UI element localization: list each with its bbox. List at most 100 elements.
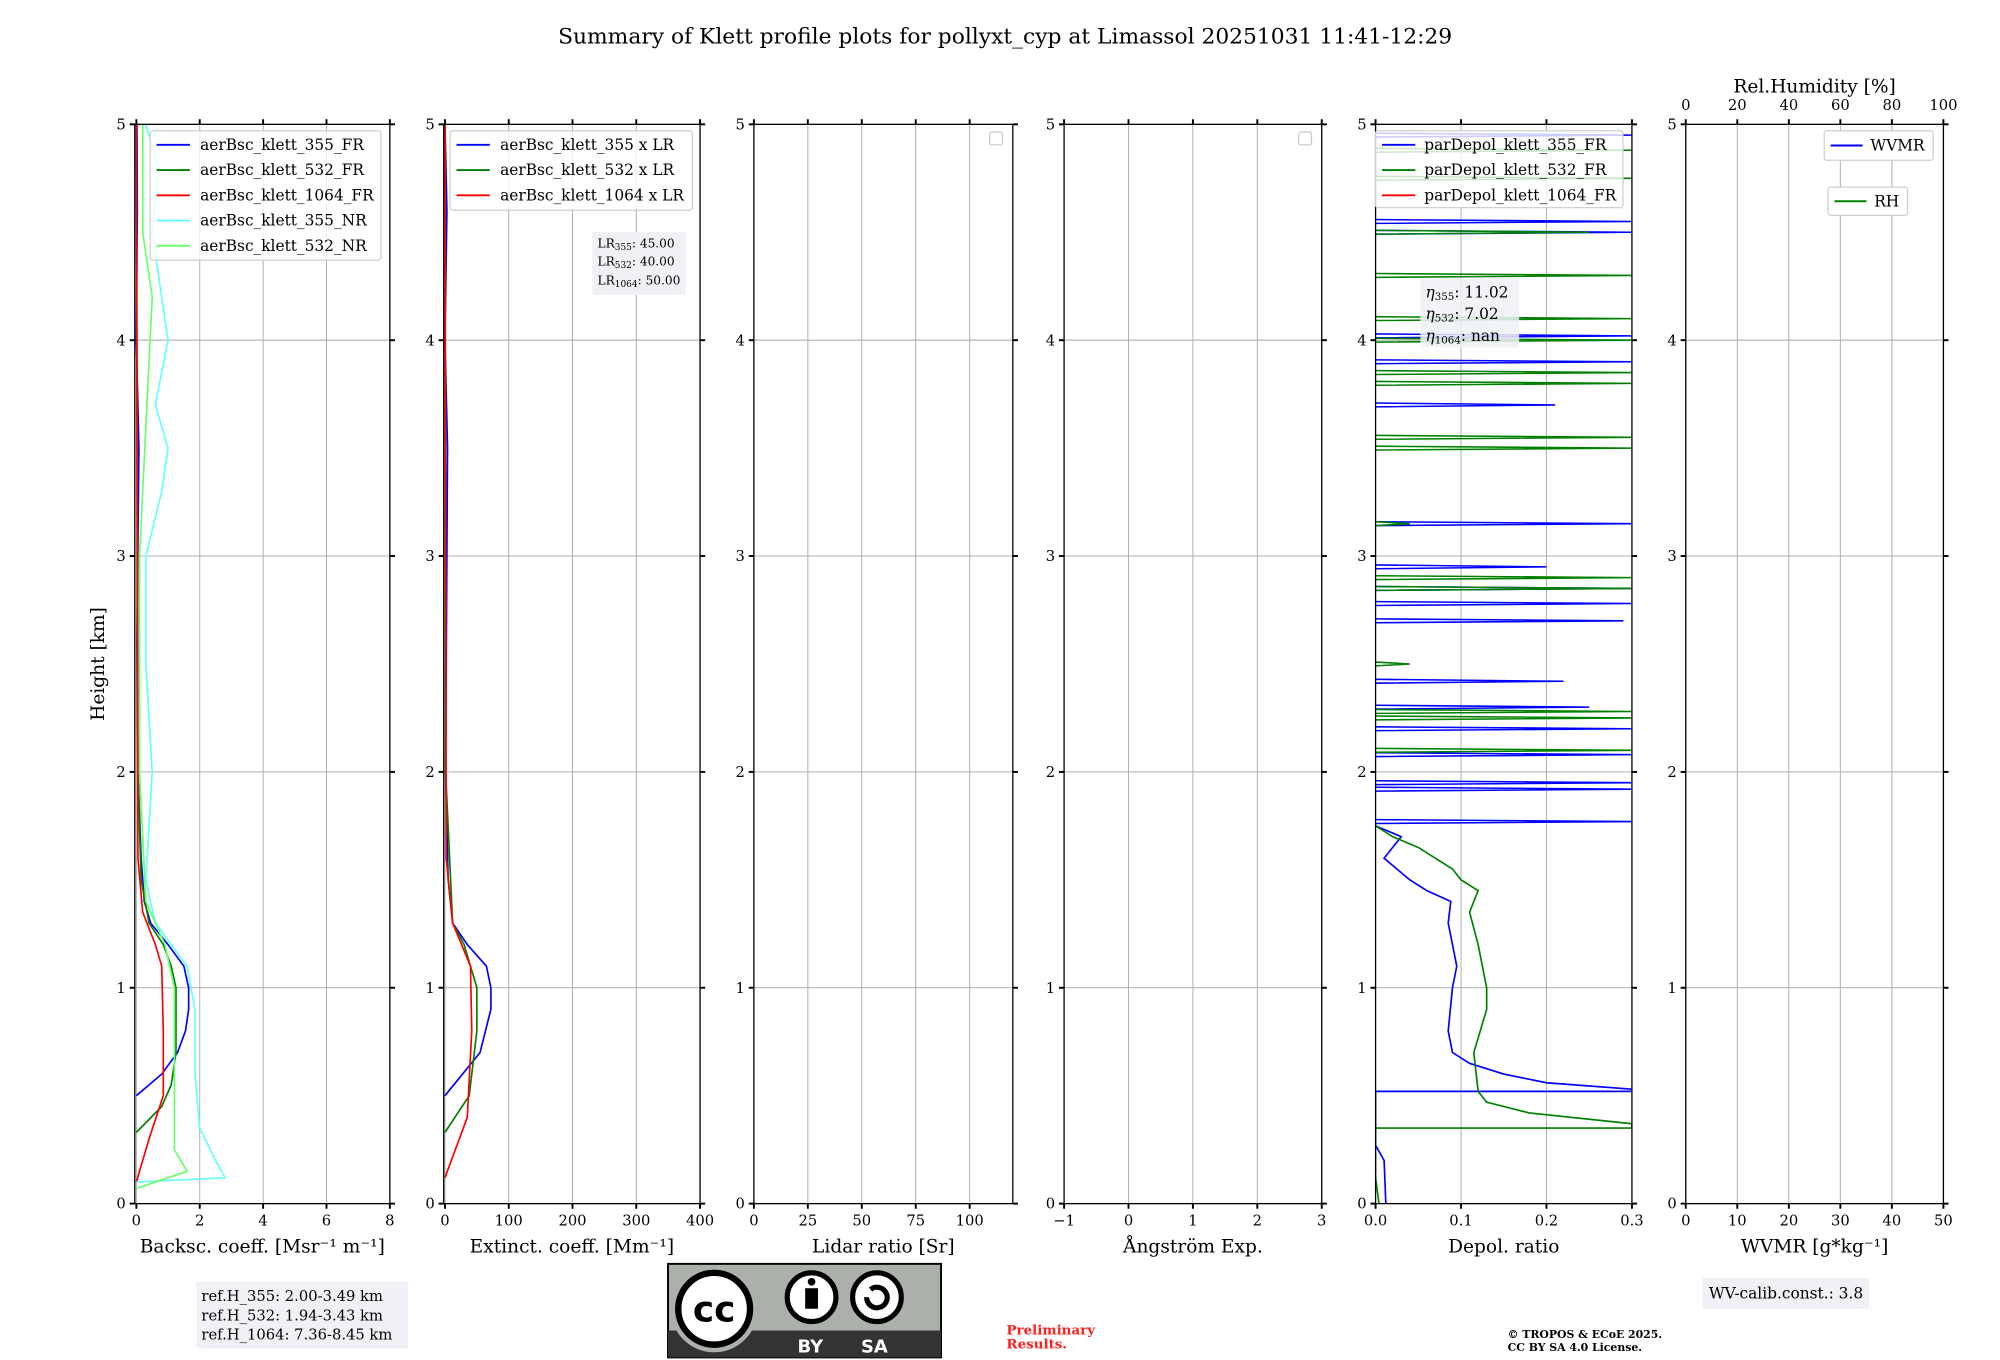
legend-entry: aerBsc_klett_355_NR — [200, 212, 367, 230]
top-tick-label: 20 — [1728, 97, 1747, 114]
ref-height-1064: ref.H_1064: 7.36-8.45 km — [201, 1326, 392, 1343]
y-tick-label: 4 — [1357, 332, 1366, 349]
copyright-note: © TROPOS & ECoE 2025. — [1508, 1328, 1663, 1341]
panel-lr: 0 25 50 75 100 0 1 2 3 4 5 Lidar ratio [Sr] — [736, 116, 1018, 1257]
svg-text:LR355: 45.00: LR355: 45.00 — [598, 236, 675, 253]
y-tick-label: 1 — [1357, 980, 1366, 997]
svg-text:LR1064: 50.00: LR1064: 50.00 — [598, 274, 681, 291]
y-tick-label: 2 — [1667, 764, 1676, 781]
x-tick-label: 0 — [440, 1212, 449, 1229]
y-tick-label: 3 — [736, 548, 745, 565]
y-tick-label: 5 — [1046, 116, 1055, 133]
spike-parDepol_klett_355_FR — [1375, 359, 1632, 365]
x-tick-label: 8 — [385, 1212, 394, 1229]
spike-parDepol_klett_355_FR — [1375, 520, 1632, 527]
spike-parDepol_klett_532_FR — [1375, 380, 1632, 387]
x-tick-label: 0.2 — [1535, 1212, 1558, 1229]
series-line-aerBsc_klett_1064_FR — [135, 124, 165, 1183]
y-tick-label: 2 — [1046, 764, 1055, 781]
panel-bsc: 0 2 4 6 8 0 1 2 3 4 5 Backsc. coeff. [Msr⁻¹ m⁻¹] aer… — [116, 116, 395, 1257]
series-line-parDepol_klett_355_FR — [1375, 825, 1632, 1204]
y-tick-label: 0 — [1667, 1196, 1676, 1213]
x-tick-label: −1 — [1053, 1212, 1075, 1229]
x-axis-label: Extinct. coeff. [Mm⁻¹] — [470, 1236, 674, 1257]
axes-frame — [1374, 123, 1633, 1205]
x-tick-label: 50 — [852, 1212, 871, 1229]
x-tick-label: 30 — [1831, 1212, 1850, 1229]
x-tick-label: 300 — [622, 1212, 650, 1229]
legend-entry: parDepol_klett_532_FR — [1424, 161, 1607, 179]
spike-parDepol_klett_532_FR — [1375, 708, 1632, 715]
preliminary-note-2: Results. — [1006, 1336, 1067, 1352]
y-tick-label: 4 — [1667, 332, 1676, 349]
y-tick-label: 1 — [1046, 980, 1055, 997]
spike-parDepol_klett_532_FR — [1375, 445, 1632, 451]
spike-parDepol_klett_355_FR — [1375, 564, 1547, 570]
lidar-ratio-annotation: LR355: 45.00 LR532: 40.00 LR1064: 50.00 — [592, 232, 686, 295]
y-tick-label: 5 — [425, 116, 434, 133]
y-tick-label: 5 — [1357, 116, 1366, 133]
x-tick-label: 0 — [749, 1212, 758, 1229]
legend-entry: parDepol_klett_355_FR — [1424, 136, 1607, 154]
ref-height-532: ref.H_532: 1.94-3.43 km — [201, 1307, 383, 1324]
top-tick-label: 40 — [1779, 97, 1798, 114]
y-tick-label: 0 — [425, 1196, 434, 1213]
top-axis-label: Rel.Humidity [%] — [1733, 76, 1895, 97]
x-tick-label: 0 — [1124, 1212, 1133, 1229]
x-tick-label: 25 — [798, 1212, 817, 1229]
top-tick-label: 0 — [1681, 97, 1690, 114]
x-axis-label: Backsc. coeff. [Msr⁻¹ m⁻¹] — [140, 1236, 385, 1257]
top-tick-label: 60 — [1831, 97, 1850, 114]
spike-parDepol_klett_355_FR — [1375, 218, 1632, 225]
series-line-aerBsc_klett_1064 x LR — [444, 124, 473, 1179]
series-line-aerBsc_klett_532_FR — [135, 124, 177, 1133]
x-tick-label: 100 — [956, 1212, 984, 1229]
y-tick-label: 2 — [736, 764, 745, 781]
cc-by-sa-logo: cc BY SA — [667, 1262, 942, 1359]
panel-wv: 0 10 20 30 40 50 0 1 2 3 4 5 WVMR [g*kg⁻¹] 0 20 40 60 80 1… — [1667, 76, 1957, 1257]
license-note: CC BY SA 4.0 License. — [1508, 1341, 1642, 1354]
y-tick-label: 5 — [1667, 116, 1676, 133]
svg-text:η1064: nan: η1064: nan — [1426, 327, 1500, 347]
y-tick-label: 5 — [736, 116, 745, 133]
x-tick-label: 400 — [686, 1212, 714, 1229]
x-tick-label: 75 — [906, 1212, 925, 1229]
series-line-aerBsc_klett_355 x LR — [444, 124, 492, 1097]
spike-parDepol_klett_532_FR — [1375, 272, 1632, 279]
spike-parDepol_klett_532_FR — [1375, 574, 1632, 581]
empty-legend — [989, 131, 1004, 146]
legend-entry: aerBsc_klett_1064 x LR — [500, 186, 684, 204]
x-axis-label: Ångström Exp. — [1122, 1235, 1263, 1257]
spike-parDepol_klett_355_FR — [1375, 678, 1564, 684]
legend: parDepol_klett_355_FR parDepol_klett_532_… — [1374, 130, 1624, 209]
y-tick-label: 5 — [116, 116, 125, 133]
y-tick-label: 4 — [425, 332, 434, 349]
spike-parDepol_klett_355_FR — [1375, 402, 1556, 408]
x-tick-label: 2 — [195, 1212, 204, 1229]
eta-annotation: η355: 11.02 η532: 7.02 η1064: nan — [1420, 278, 1520, 348]
y-tick-label: 3 — [1046, 548, 1055, 565]
svg-text:RH: RH — [1874, 192, 1899, 210]
y-axis-label: Height [km] — [88, 607, 109, 721]
wv-calibration-box: WV-calib.const.: 3.8 — [1702, 1277, 1870, 1309]
x-tick-label: 0.3 — [1620, 1212, 1643, 1229]
ref-height-355: ref.H_355: 2.00-3.49 km — [201, 1288, 383, 1305]
series-line-aerBsc_klett_355_NR — [136, 124, 227, 1183]
y-tick-label: 1 — [736, 980, 745, 997]
y-tick-label: 3 — [116, 548, 125, 565]
series-line-aerBsc_klett_532 x LR — [444, 124, 478, 1133]
spike-parDepol_klett_355_FR — [1375, 704, 1590, 710]
empty-legend — [1298, 131, 1313, 146]
y-tick-label: 4 — [1046, 332, 1055, 349]
figure-title: Summary of Klett profile plots for polly… — [558, 25, 1452, 50]
legend-entry: aerBsc_klett_532 x LR — [500, 161, 674, 179]
svg-text:η532: 7.02: η532: 7.02 — [1426, 305, 1499, 325]
spike-parDepol_klett_532_FR — [1375, 369, 1632, 376]
svg-text:LR532: 40.00: LR532: 40.00 — [598, 254, 675, 271]
x-tick-label: 0 — [132, 1212, 141, 1229]
x-axis-label: Depol. ratio — [1448, 1236, 1559, 1257]
legend-RH: RH — [1827, 186, 1909, 216]
svg-text:BY: BY — [797, 1336, 824, 1357]
